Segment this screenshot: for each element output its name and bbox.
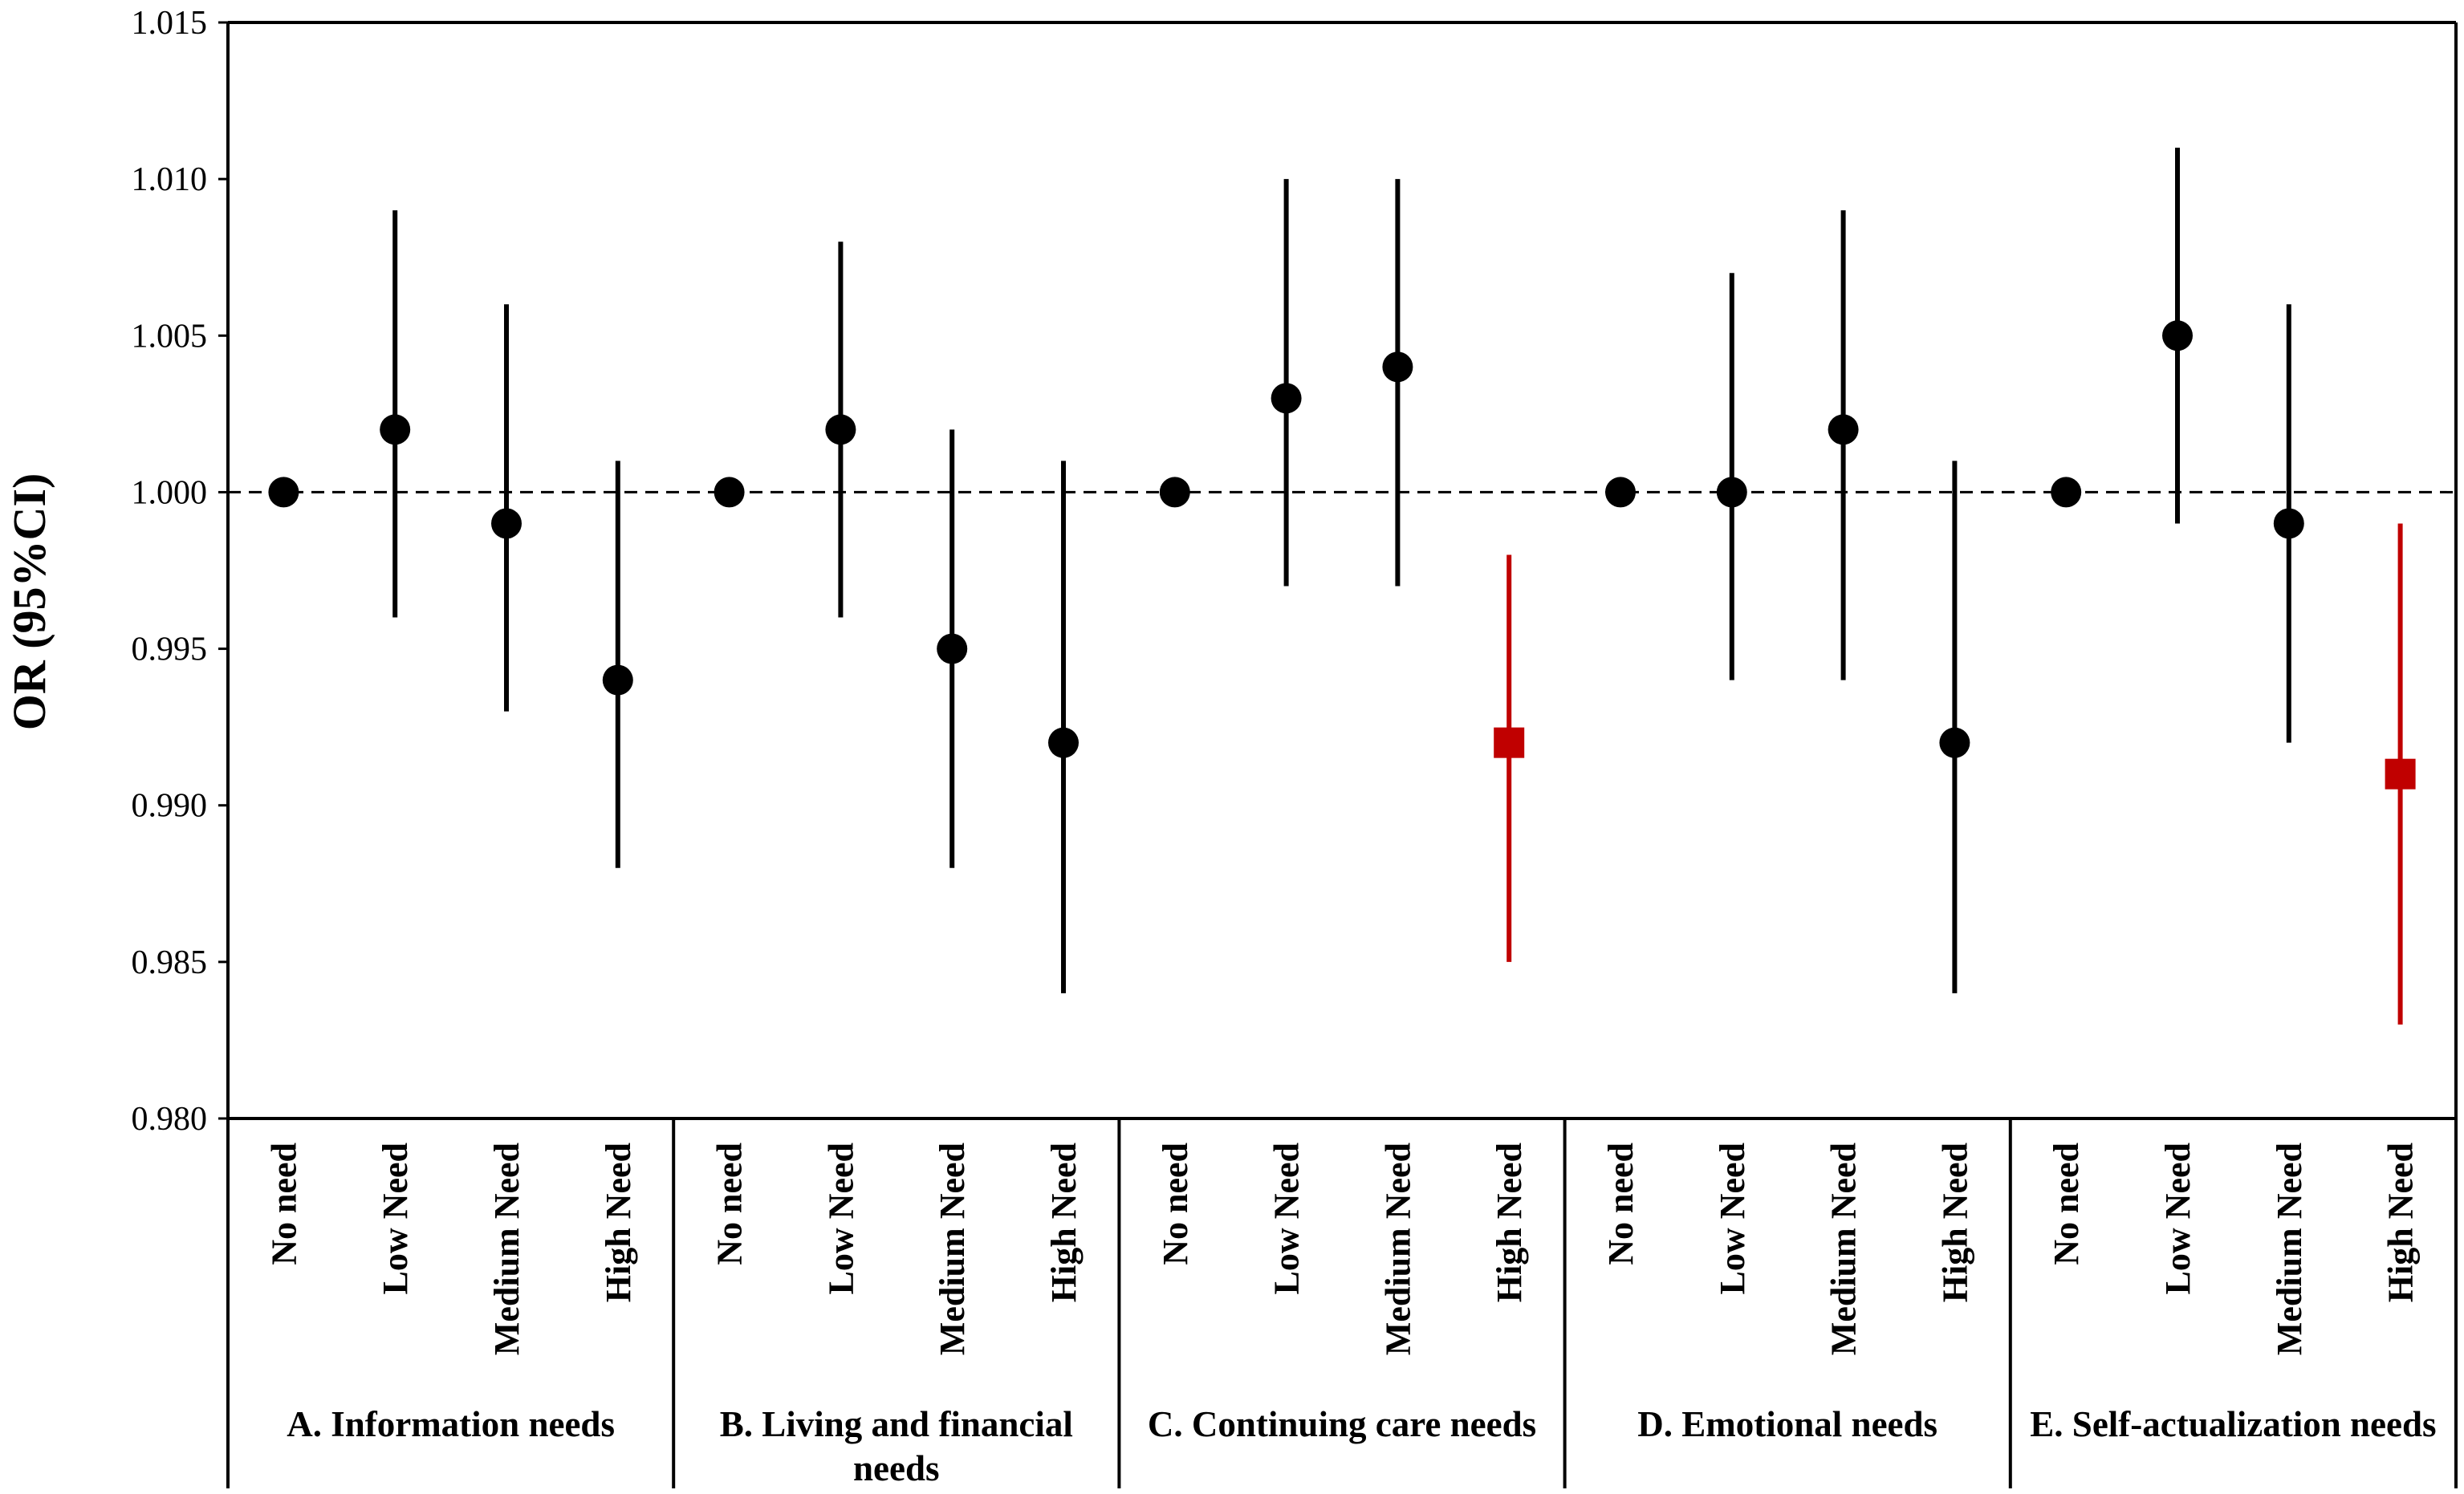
group-label: B. Living and financial xyxy=(720,1404,1073,1444)
label-layer: 0.980 0.985 0.990 0.995 1.000 1.005 1.010 1.015… xyxy=(132,5,2437,1488)
or-marker xyxy=(268,477,299,508)
y-tick-label: 0.985 xyxy=(132,944,208,981)
y-tick-label: 0.990 xyxy=(132,788,208,825)
y-tick-label: 0.980 xyxy=(132,1101,208,1138)
category-label: No need xyxy=(2047,1143,2086,1265)
or-marker-square xyxy=(2385,758,2416,790)
category-label: Low Need xyxy=(376,1143,415,1294)
or-marker xyxy=(1828,414,1859,445)
group-label: C. Continuing care needs xyxy=(1148,1404,1536,1444)
or-marker xyxy=(825,414,856,445)
category-label: Low Need xyxy=(2158,1143,2198,1294)
category-label: High Need xyxy=(599,1143,638,1302)
y-axis-title: OR (95%CI) xyxy=(3,473,55,731)
or-marker xyxy=(380,414,411,445)
category-label: Medium Need xyxy=(1378,1143,1417,1355)
y-tick-label: 1.015 xyxy=(132,5,208,42)
or-marker xyxy=(1159,477,1190,508)
marks-layer xyxy=(268,148,2416,1025)
or-marker xyxy=(1716,477,1747,508)
group-label: needs xyxy=(853,1448,940,1488)
category-label: No need xyxy=(1601,1143,1641,1265)
axis-layer xyxy=(218,21,2458,1488)
category-label: No need xyxy=(264,1143,303,1265)
or-marker xyxy=(602,664,633,696)
group-label: E. Self-actualization needs xyxy=(2030,1404,2436,1444)
category-label: Medium Need xyxy=(2270,1143,2309,1355)
or-marker xyxy=(491,508,522,539)
category-label: Medium Need xyxy=(1824,1143,1864,1355)
or-marker xyxy=(1939,727,1970,758)
y-tick-label: 1.005 xyxy=(132,318,208,355)
category-label: Low Need xyxy=(821,1143,860,1294)
category-label: Medium Need xyxy=(933,1143,972,1355)
category-label: No need xyxy=(710,1143,750,1265)
y-tick-label: 1.010 xyxy=(132,161,208,198)
or-marker-square xyxy=(1494,727,1525,758)
category-label: Medium Need xyxy=(487,1143,527,1355)
or-marker xyxy=(2162,320,2193,351)
category-label: High Need xyxy=(1935,1143,1974,1302)
group-label: A. Information needs xyxy=(287,1404,615,1444)
or-marker xyxy=(714,477,745,508)
or-marker xyxy=(2051,477,2082,508)
category-label: High Need xyxy=(1490,1143,1529,1302)
y-tick-label: 0.995 xyxy=(132,631,208,668)
or-marker xyxy=(1382,351,1413,383)
or-marker xyxy=(1605,477,1636,508)
category-label: High Need xyxy=(2381,1143,2421,1302)
category-label: Low Need xyxy=(1713,1143,1752,1294)
category-label: Low Need xyxy=(1267,1143,1307,1294)
or-marker xyxy=(1271,383,1302,414)
y-tick-label: 1.000 xyxy=(132,474,208,511)
group-label: D. Emotional needs xyxy=(1637,1404,1937,1444)
category-label: High Need xyxy=(1044,1143,1084,1302)
or-marker xyxy=(937,633,968,664)
or-marker xyxy=(2273,508,2304,539)
or-marker xyxy=(1048,727,1079,758)
category-label: No need xyxy=(1156,1143,1195,1265)
